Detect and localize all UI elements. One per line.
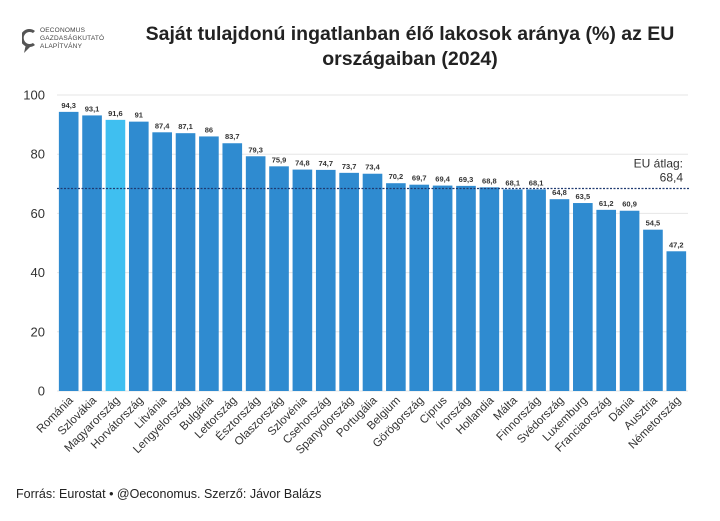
bar <box>152 132 172 391</box>
bar-value-label: 73,4 <box>365 163 380 172</box>
bar-value-label: 83,7 <box>225 132 240 141</box>
y-tick-label: 40 <box>31 265 45 280</box>
bar <box>549 199 570 391</box>
bar <box>666 251 687 391</box>
logo-line-2: GAZDASÁGKUTATÓ <box>40 35 105 42</box>
bar-value-label: 69,7 <box>412 174 427 183</box>
bar-value-label: 64,8 <box>552 188 567 197</box>
chart-title: Saját tulajdonú ingatlanban élő lakosok … <box>145 23 675 70</box>
bar <box>315 169 336 391</box>
bar-value-label: 93,1 <box>85 104 100 113</box>
bar <box>573 203 593 391</box>
bar <box>82 115 102 391</box>
y-tick-label: 20 <box>31 324 45 339</box>
bar-value-label: 74,8 <box>295 159 310 168</box>
bar-value-label: 79,3 <box>248 145 263 154</box>
bar-value-label: 91 <box>135 111 143 120</box>
bar-value-label: 68,1 <box>529 178 544 187</box>
bar-value-label: 68,8 <box>482 176 497 185</box>
y-tick-label: 100 <box>23 88 45 103</box>
logo-wordmark: OECONOMUS GAZDASÁGKUTATÓ ALAPÍTVÁNY <box>40 27 104 51</box>
bar-value-label: 87,4 <box>155 121 170 130</box>
bar <box>456 185 476 391</box>
bar-value-label: 63,5 <box>576 192 591 201</box>
bar-value-label: 73,7 <box>342 162 357 171</box>
bar <box>292 169 313 391</box>
bar-value-label: 75,9 <box>272 155 287 164</box>
bar <box>502 189 523 391</box>
bar <box>643 229 663 391</box>
bar-value-label: 91,6 <box>108 109 123 118</box>
eu-average-label: EU átlag: <box>634 157 683 171</box>
bar-value-label: 86 <box>205 125 213 134</box>
bar-value-label: 87,1 <box>178 122 193 131</box>
bar <box>105 119 126 391</box>
bar-value-label: 70,2 <box>389 172 404 181</box>
bar-value-label: 69,3 <box>459 175 474 184</box>
y-tick-label: 80 <box>31 147 45 162</box>
bar <box>432 185 453 391</box>
bar <box>362 173 383 391</box>
bar <box>409 184 430 391</box>
logo-emblem-icon <box>20 29 35 53</box>
bar <box>596 209 617 391</box>
bar-value-label: 94,3 <box>61 101 76 110</box>
bar-value-label: 68,1 <box>505 178 520 187</box>
bar <box>175 133 196 391</box>
bar-value-label: 74,7 <box>318 159 333 168</box>
bar <box>339 172 359 391</box>
oeconomus-logo: OECONOMUS GAZDASÁGKUTATÓ ALAPÍTVÁNY <box>20 26 132 70</box>
eu-average-value: 68,4 <box>660 171 684 185</box>
logo-line-3: ALAPÍTVÁNY <box>40 43 83 50</box>
bar <box>128 121 149 391</box>
bar <box>479 187 500 391</box>
bar-value-label: 60,9 <box>622 200 637 209</box>
y-tick-label: 0 <box>38 384 45 399</box>
bar <box>58 111 79 391</box>
bar-value-label: 47,2 <box>669 240 684 249</box>
bar <box>199 136 219 391</box>
y-tick-label: 60 <box>31 206 45 221</box>
bar <box>619 210 640 391</box>
logo-line-1: OECONOMUS <box>40 27 86 34</box>
bar-value-label: 54,5 <box>646 219 661 228</box>
bar-value-label: 69,4 <box>435 175 450 184</box>
bar <box>386 183 406 391</box>
bar <box>526 189 546 391</box>
bar <box>245 156 266 391</box>
bar <box>222 143 243 391</box>
source-note: Forrás: Eurostat • @Oeconomus. Szerző: J… <box>16 487 322 501</box>
bar-value-label: 61,2 <box>599 199 614 208</box>
bar <box>269 166 289 391</box>
